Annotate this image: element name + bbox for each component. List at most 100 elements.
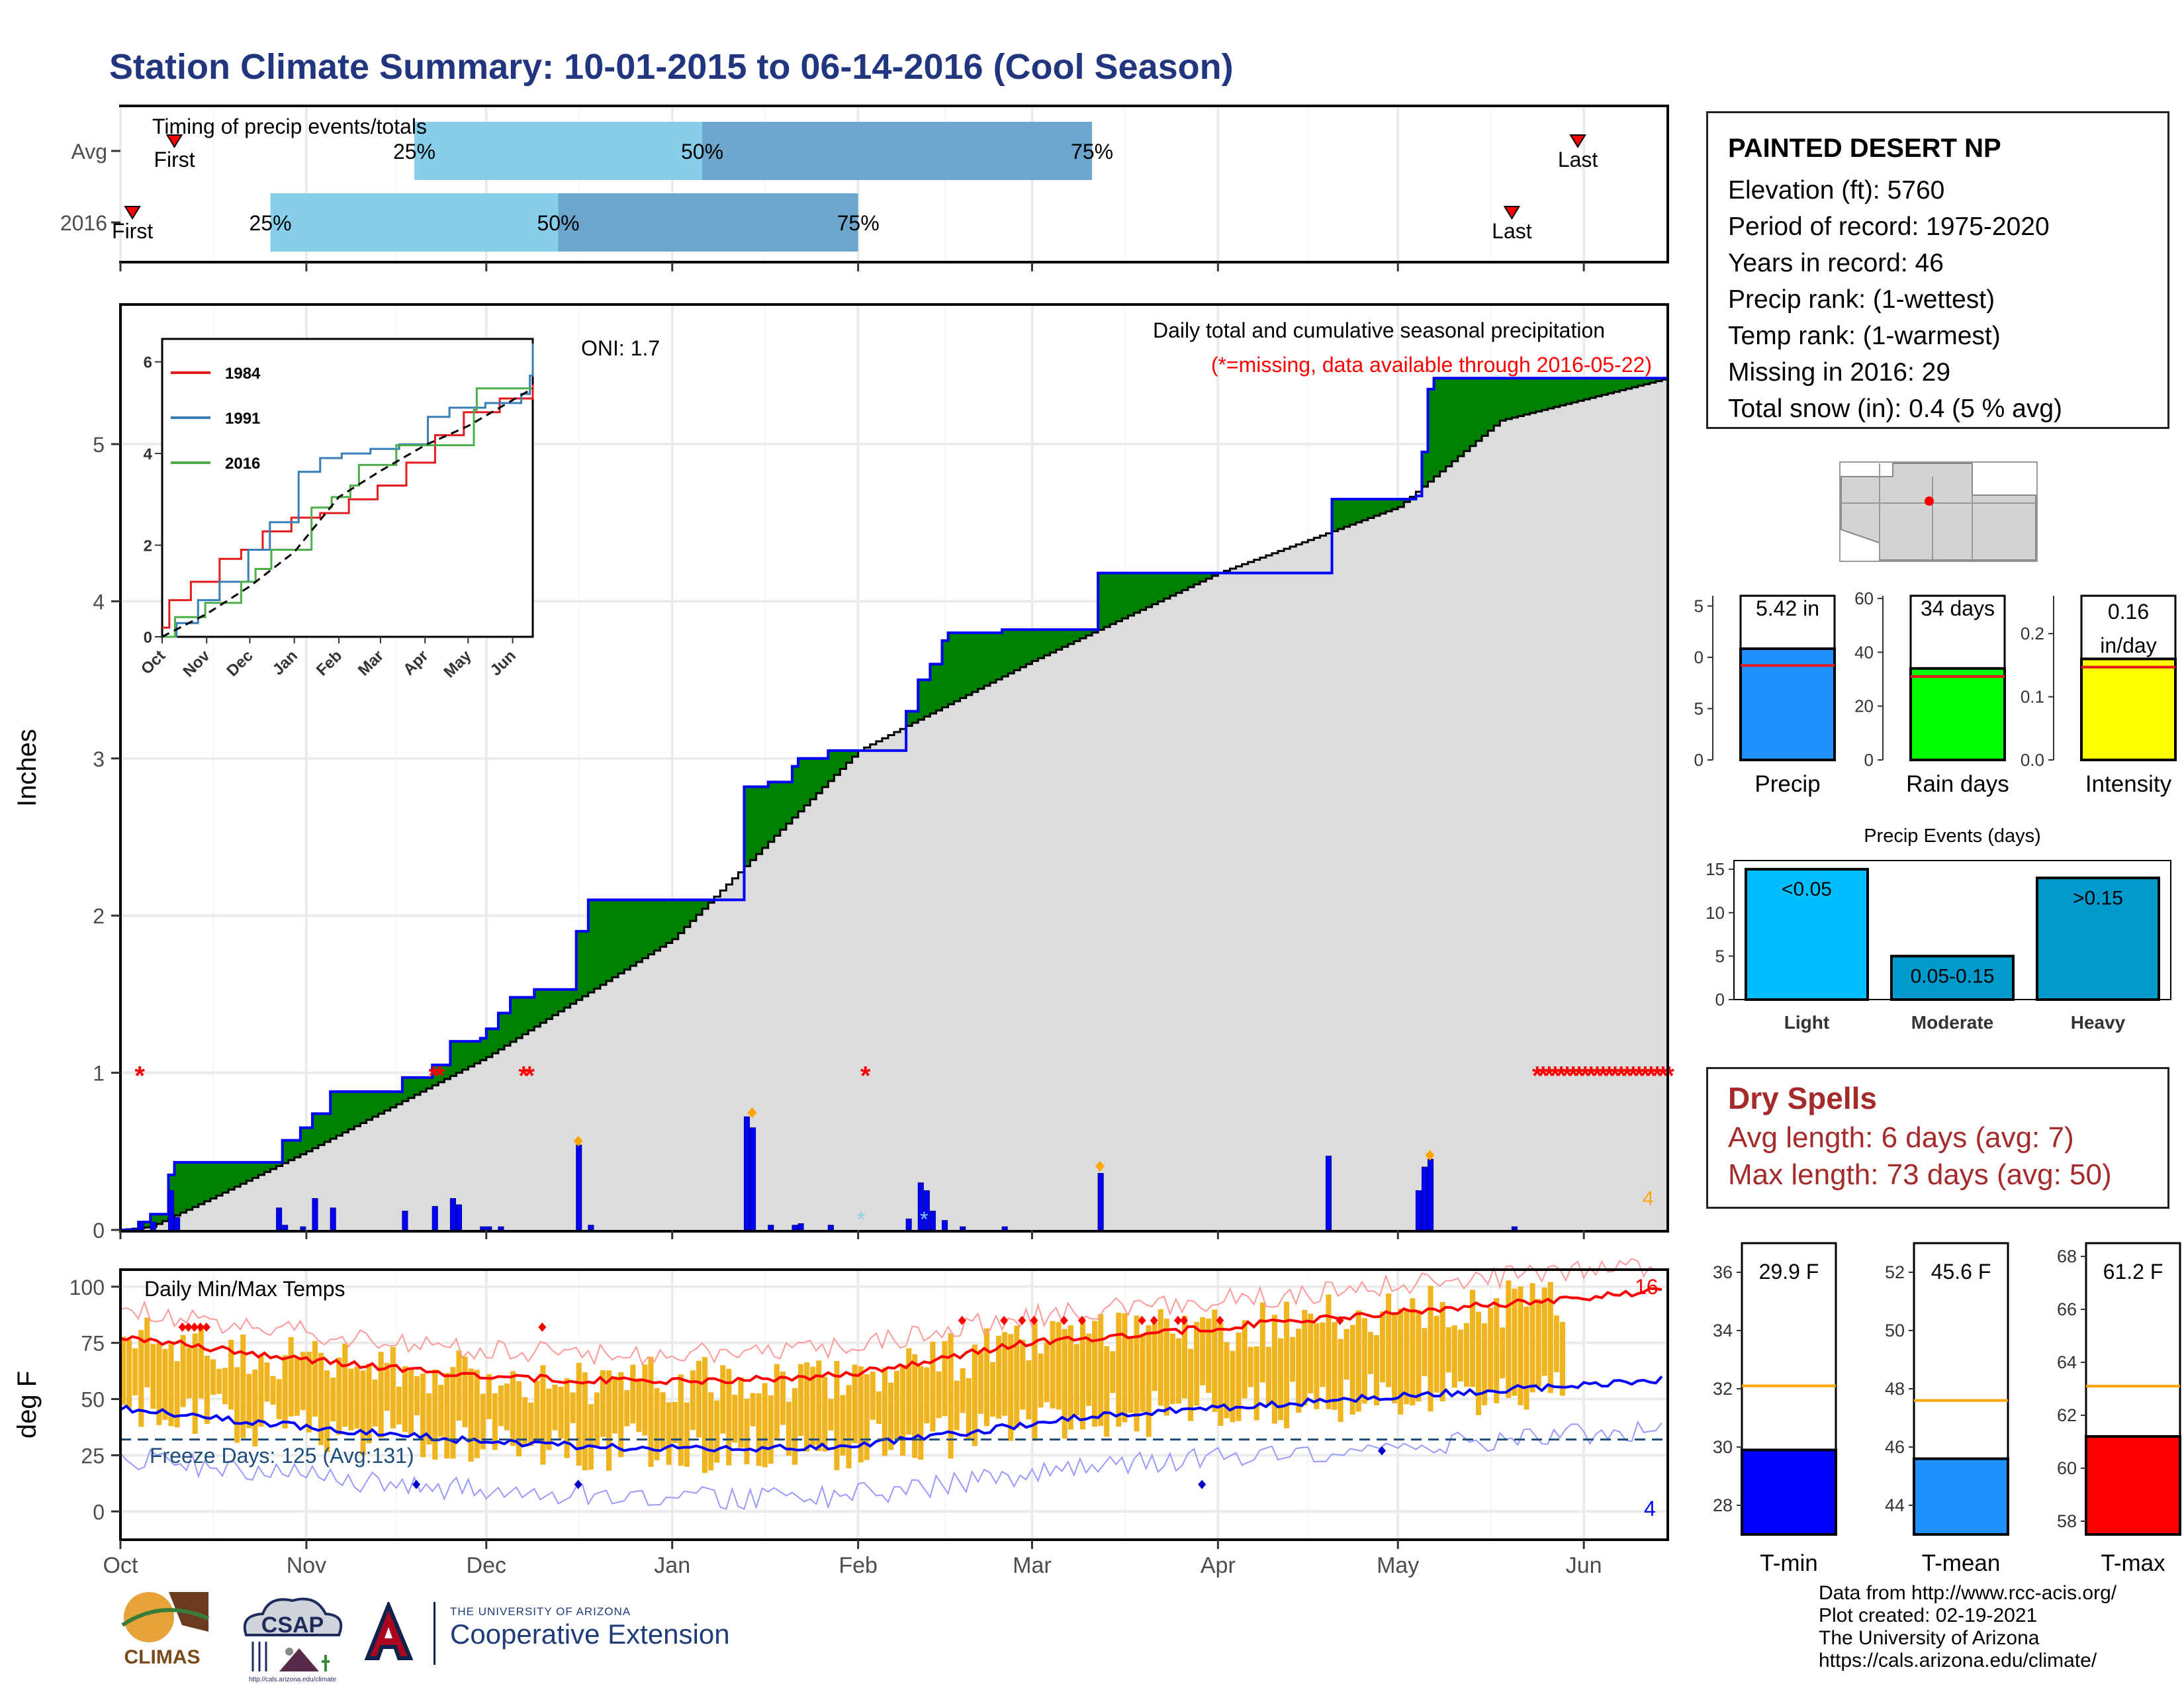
above-normal-area xyxy=(1056,630,1063,650)
above-normal-area xyxy=(828,750,835,781)
above-normal-area xyxy=(1085,630,1093,635)
precip-y-tick-label: 3 xyxy=(93,747,105,771)
above-normal-area xyxy=(408,1077,415,1098)
above-normal-area xyxy=(1332,499,1339,532)
above-normal-area xyxy=(300,1127,307,1154)
above-normal-area xyxy=(1500,378,1506,421)
above-normal-area xyxy=(978,632,985,689)
missing-data-marker: * xyxy=(1598,1062,1609,1091)
daily-temp-range-bar xyxy=(1422,1328,1428,1376)
daily-temp-range-bar xyxy=(768,1395,774,1464)
temp-bar xyxy=(1741,1448,1837,1536)
timing-marker-label: Last xyxy=(1492,219,1532,243)
ua-name: THE UNIVERSITY OF ARIZONA xyxy=(450,1605,631,1618)
above-normal-area xyxy=(846,750,853,763)
above-normal-area xyxy=(786,782,793,824)
above-normal-area xyxy=(630,900,637,966)
record-high-marker xyxy=(1138,1315,1146,1325)
above-normal-area xyxy=(930,664,937,714)
above-normal-area xyxy=(462,1041,469,1070)
daily-temp-range-bar xyxy=(402,1366,408,1432)
daily-temp-range-bar xyxy=(1535,1299,1541,1387)
daily-precip-bar xyxy=(276,1207,283,1231)
above-normal-area xyxy=(1398,499,1404,507)
freeze-days-label: Freeze Days: 125 (Avg:131) xyxy=(150,1444,414,1468)
temp-bar-tick-label: 36 xyxy=(1713,1262,1733,1282)
above-normal-area xyxy=(1343,499,1351,527)
month-axis: Oct Nov Dec Jan Feb Mar Apr May Jun xyxy=(103,262,1602,1578)
above-normal-area xyxy=(1614,378,1621,392)
timing-percentile-label: 75% xyxy=(837,211,880,235)
daily-temp-range-bar xyxy=(342,1343,348,1427)
missing-data-marker: * xyxy=(1634,1062,1645,1091)
above-normal-area xyxy=(1140,573,1147,610)
daily-precip-bar xyxy=(941,1220,948,1231)
temp-panel: 0 25 50 75 100 Daily Min/Max Temps Freeze Da… xyxy=(13,1258,1669,1541)
daily-temp-range-bar xyxy=(558,1386,564,1439)
above-normal-area xyxy=(1433,378,1441,477)
dry-spells-max: Max length: 73 days (avg: 50) xyxy=(1728,1158,2112,1191)
above-normal-area xyxy=(702,900,709,909)
daily-temp-range-bar xyxy=(1098,1314,1104,1427)
daily-temp-range-bar xyxy=(696,1360,702,1438)
above-normal-area xyxy=(1122,573,1129,619)
month-label: Feb xyxy=(839,1553,878,1578)
right-charts: 0.0 2.5 5.0 7.5 5.42 in Precip 0 20 40 60 34 days R… xyxy=(1694,461,2181,1576)
daily-temp-range-bar xyxy=(606,1370,612,1471)
above-normal-area xyxy=(1128,573,1135,616)
above-normal-area xyxy=(588,900,595,993)
record-high-marker xyxy=(1060,1315,1068,1325)
daily-temp-range-bar xyxy=(504,1383,510,1430)
daily-temp-range-bar xyxy=(264,1362,270,1402)
daily-temp-range-bar xyxy=(1181,1315,1188,1399)
daily-temp-range-bar xyxy=(1296,1329,1302,1413)
above-normal-area xyxy=(336,1092,343,1136)
missing-data-marker: * xyxy=(1538,1062,1549,1091)
daily-temp-range-bar xyxy=(930,1341,936,1432)
daily-temp-range-bar xyxy=(1200,1317,1206,1385)
daily-temp-range-bar xyxy=(480,1393,486,1450)
above-normal-area xyxy=(798,758,805,812)
above-normal-area xyxy=(1158,573,1165,602)
above-normal-area xyxy=(534,989,541,1027)
daily-temp-range-bar xyxy=(1500,1327,1506,1379)
above-normal-area xyxy=(966,632,973,695)
above-normal-area xyxy=(1152,573,1159,604)
temp-bar-tick-label: 64 xyxy=(2057,1352,2077,1372)
daily-temp-range-bar xyxy=(1002,1332,1008,1416)
events-bar-label: 0.05-0.15 xyxy=(1911,965,1995,987)
daily-precip-bar xyxy=(312,1198,318,1231)
above-normal-area xyxy=(960,632,967,698)
daily-temp-range-bar xyxy=(660,1392,666,1449)
above-normal-area xyxy=(1602,378,1608,395)
normal-cumulative-line xyxy=(120,378,1669,1231)
daily-temp-range-bar xyxy=(1038,1353,1044,1408)
daily-precip-bar xyxy=(792,1225,798,1231)
snow-marker xyxy=(1095,1160,1105,1172)
daily-precip-bar xyxy=(576,1145,582,1231)
daily-temp-range-bar xyxy=(180,1335,186,1407)
above-normal-area xyxy=(432,1064,439,1086)
daily-temp-range-bar xyxy=(294,1358,300,1416)
above-normal-area xyxy=(378,1092,385,1114)
daily-temp-range-bar xyxy=(420,1373,426,1458)
above-normal-area xyxy=(402,1077,409,1102)
timing-label: Timing of precip events/totals xyxy=(152,115,427,138)
daily-temp-range-bar xyxy=(468,1368,474,1462)
daily-temp-range-bar xyxy=(1547,1282,1553,1393)
daily-temp-range-bar xyxy=(270,1376,276,1405)
above-normal-area xyxy=(1422,451,1429,487)
daily-temp-range-bar xyxy=(1044,1342,1050,1403)
daily-temp-range-bar xyxy=(330,1378,336,1422)
precip-y-tick-label: 4 xyxy=(93,590,105,614)
daily-temp-range-bar xyxy=(600,1370,606,1437)
daily-temp-range-bar xyxy=(138,1330,144,1427)
above-normal-area xyxy=(1188,573,1195,588)
daily-temp-range-bar xyxy=(1398,1308,1404,1415)
timing-percentile-label: 25% xyxy=(393,140,435,164)
above-normal-area xyxy=(468,1041,475,1067)
station-name: PAINTED DESERT NP xyxy=(1728,134,2001,163)
above-normal-area xyxy=(1104,573,1111,628)
above-normal-area xyxy=(1655,378,1662,381)
above-normal-area xyxy=(690,900,697,921)
